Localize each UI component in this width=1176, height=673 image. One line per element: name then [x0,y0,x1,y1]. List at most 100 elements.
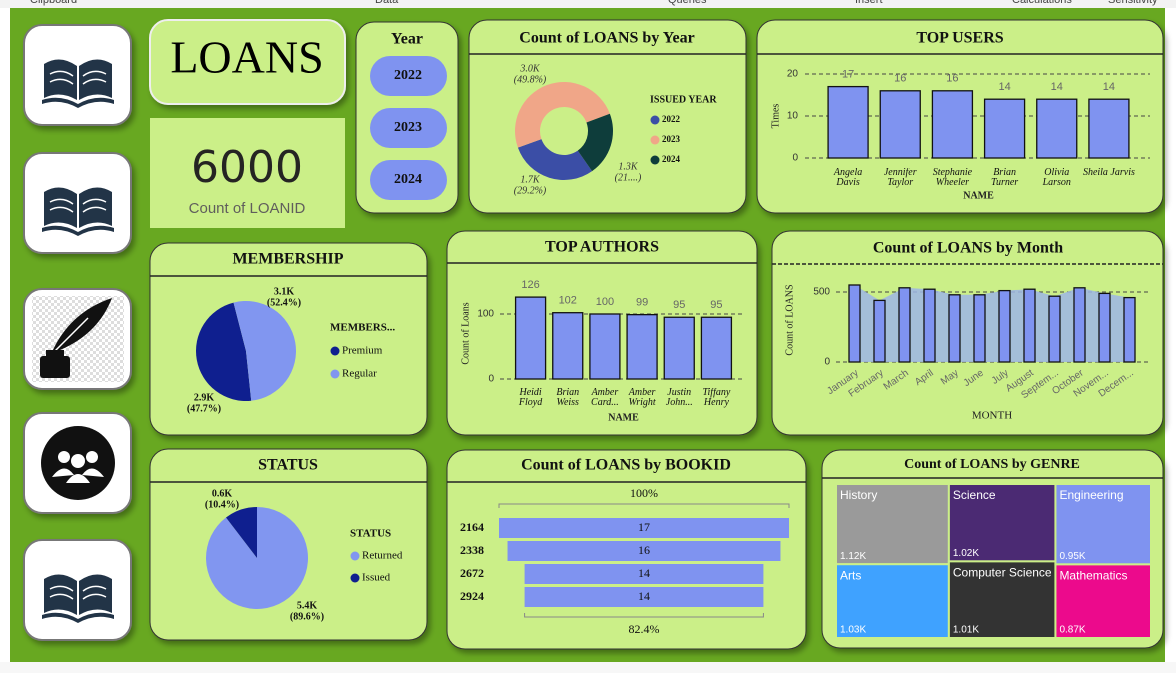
x-axis-title: NAME [608,412,639,423]
legend-title: MEMBERS... [330,322,395,334]
bar [1098,292,1111,363]
tile-label: Computer Science [953,566,1052,580]
slicer-button[interactable] [370,160,447,200]
tile-label: Science [953,488,996,502]
chart-title: TOP AUTHORS [545,239,659,256]
category-label: 2924 [460,589,484,603]
bar [973,294,986,363]
x-tick-label: Amber Wright [628,388,656,408]
ribbon-label: Sensitivity [1108,0,1158,6]
label-box: Brian Weiss [556,388,580,408]
data-label: 99 [636,297,648,309]
label-box: Olivia Larson [1042,168,1071,188]
tile [23,539,132,641]
slicer-button[interactable] [370,56,447,96]
legend-marker [350,551,360,561]
bar [879,90,921,159]
treemap-tile [1054,483,1152,566]
y-axis-title: Count of Loans [460,302,471,364]
label-box: Sheila Jarvis [1082,168,1135,178]
data-label: (52.4%) [267,297,301,308]
bar [898,287,911,363]
tile-value: 1.02K [953,548,979,559]
ribbon-labels: Clipboard Data Queries Insert Calculations Se… [30,0,1158,6]
funnel-bar [524,564,764,584]
bar [700,316,733,380]
x-axis-title: MONTH [972,410,1012,422]
data-label: 100 [596,296,614,308]
people-icon [41,426,115,500]
tile-label: Engineering [1059,488,1123,502]
tile-value: 0.95K [1059,551,1085,562]
data-label: 14 [998,81,1010,93]
legend-marker [650,135,660,145]
chart-title: Count of LOANS by Month [873,240,1063,257]
data-label: 14 [1103,81,1115,93]
slicer-option: 2024 [394,172,422,187]
treemap-tile [835,563,950,640]
tile-label: Arts [840,568,861,582]
data-label: 1.7K [520,174,541,185]
label-box: Justin John... [666,388,693,408]
bar [1036,98,1078,159]
pie-slice [206,507,309,610]
tile-value: 1.03K [840,625,866,636]
x-tick-label: Brian Weiss [556,388,580,408]
legend-marker [650,155,660,165]
data-label: 5.4K [297,600,318,611]
legend-label: 2023 [662,134,681,144]
tile-value: 0.87K [1059,625,1085,636]
data-label: 1.3K [618,161,639,172]
bar [626,313,658,380]
data-label: 14 [638,589,650,603]
data-label: 2.9K [194,392,215,403]
legend-label: Issued [362,572,391,584]
x-tick-label: Olivia Larson [1042,168,1071,188]
legend-label: Returned [362,550,403,562]
data-label: 17 [842,69,854,81]
bar [873,299,886,363]
bar [983,98,1026,159]
title-card [149,19,346,105]
ribbon-label: Queries [668,0,707,6]
funnel-bar [524,587,764,607]
book-icon [42,59,114,108]
x-tick-label: Sheila Jarvis [1082,168,1135,178]
funnel-bottom-label: 82.4% [629,622,660,636]
bar [1048,295,1061,363]
chart-title: Count of LOANS by Year [519,30,694,47]
y-axis-title: Times [770,104,781,129]
chart-title: Count of LOANS by GENRE [904,457,1080,472]
bracket [524,613,764,618]
icon-tiles [23,24,132,641]
bar [1073,287,1086,363]
bar [514,296,547,380]
slicer-button[interactable] [370,108,447,148]
y-tick-label: 20 [787,69,799,80]
slicer-option: 2022 [394,68,422,83]
legend-marker [330,369,340,379]
tile-value: 1.12K [840,551,866,562]
book-icon [42,574,114,623]
treemap-tile [947,560,1057,640]
label-box: Amber Card... [591,388,619,408]
tile [23,152,132,254]
chart-title: TOP USERS [916,30,1003,47]
bar [948,294,961,363]
ribbon-label: Clipboard [30,0,77,6]
funnel-bar [499,518,789,538]
y-tick-label: 500 [813,287,830,298]
label-box: Jennifer Taylor [884,168,917,188]
data-label: (49.8%) [514,74,547,85]
pie-slice [517,139,593,180]
tile [23,24,132,126]
category-label: 2338 [460,543,484,557]
legend-label: 2024 [662,154,681,164]
legend-marker [350,573,360,583]
data-label: 95 [710,299,722,311]
ribbon-label: Insert [855,0,883,6]
slicer-option: 2023 [394,120,422,135]
data-label: 16 [894,73,906,85]
data-label: 95 [673,299,685,311]
